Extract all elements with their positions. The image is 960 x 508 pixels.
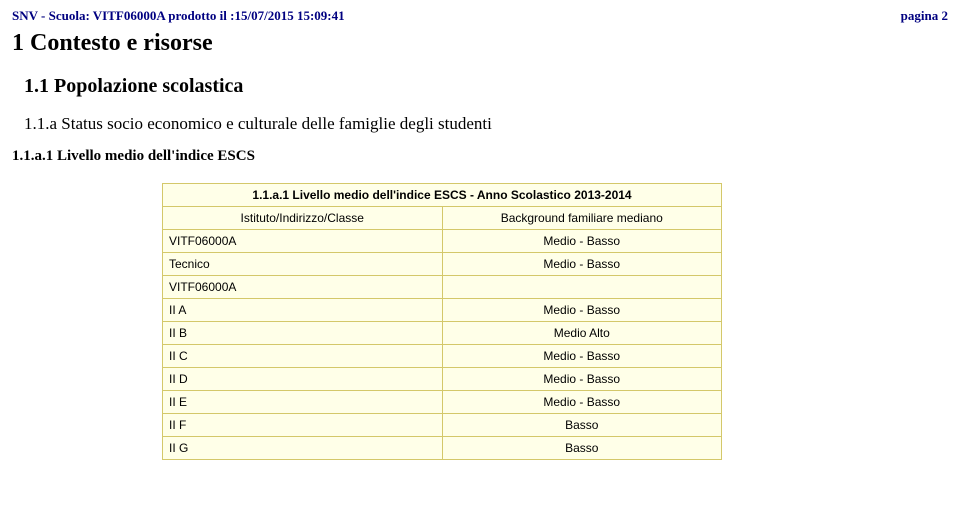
row-value: Medio - Basso	[442, 299, 722, 322]
row-value: Medio Alto	[442, 322, 722, 345]
row-label: II D	[163, 368, 443, 391]
row-label: VITF06000A	[163, 230, 443, 253]
table-row: II C Medio - Basso	[163, 345, 722, 368]
page-header: SNV - Scuola: VITF06000A prodotto il :15…	[12, 8, 948, 24]
indicator-line: 1.1.a.1 Livello medio dell'indice ESCS	[12, 148, 948, 165]
row-value: Medio - Basso	[442, 391, 722, 414]
table-row: II F Basso	[163, 414, 722, 437]
table-row: VITF06000A Medio - Basso	[163, 230, 722, 253]
table-row: II E Medio - Basso	[163, 391, 722, 414]
table-row: II B Medio Alto	[163, 322, 722, 345]
row-value: Medio - Basso	[442, 253, 722, 276]
row-label: II C	[163, 345, 443, 368]
row-label: II B	[163, 322, 443, 345]
row-value: Medio - Basso	[442, 230, 722, 253]
row-label: VITF06000A	[163, 276, 443, 299]
row-label: II G	[163, 437, 443, 460]
header-left: SNV - Scuola: VITF06000A prodotto il :15…	[12, 8, 345, 24]
row-label: Tecnico	[163, 253, 443, 276]
escs-table: 1.1.a.1 Livello medio dell'indice ESCS -…	[162, 183, 722, 460]
table-row: II D Medio - Basso	[163, 368, 722, 391]
table-wrap: 1.1.a.1 Livello medio dell'indice ESCS -…	[162, 183, 948, 460]
table-col-right: Background familiare mediano	[442, 207, 722, 230]
row-value: Medio - Basso	[442, 345, 722, 368]
row-label: II F	[163, 414, 443, 437]
table-header-row: Istituto/Indirizzo/Classe Background fam…	[163, 207, 722, 230]
table-title-row: 1.1.a.1 Livello medio dell'indice ESCS -…	[163, 184, 722, 207]
table-row: II G Basso	[163, 437, 722, 460]
table-row: VITF06000A	[163, 276, 722, 299]
section-title: 1 Contesto e risorse	[12, 30, 948, 57]
table-row: II A Medio - Basso	[163, 299, 722, 322]
table-row: Tecnico Medio - Basso	[163, 253, 722, 276]
table-col-left: Istituto/Indirizzo/Classe	[163, 207, 443, 230]
row-value: Basso	[442, 414, 722, 437]
row-value: Basso	[442, 437, 722, 460]
row-value: Medio - Basso	[442, 368, 722, 391]
row-label: II A	[163, 299, 443, 322]
table-title: 1.1.a.1 Livello medio dell'indice ESCS -…	[163, 184, 722, 207]
row-label: II E	[163, 391, 443, 414]
row-value	[442, 276, 722, 299]
section-subsub: 1.1.a Status socio economico e culturale…	[24, 114, 948, 134]
header-right: pagina 2	[901, 8, 948, 24]
section-subtitle: 1.1 Popolazione scolastica	[24, 75, 948, 98]
